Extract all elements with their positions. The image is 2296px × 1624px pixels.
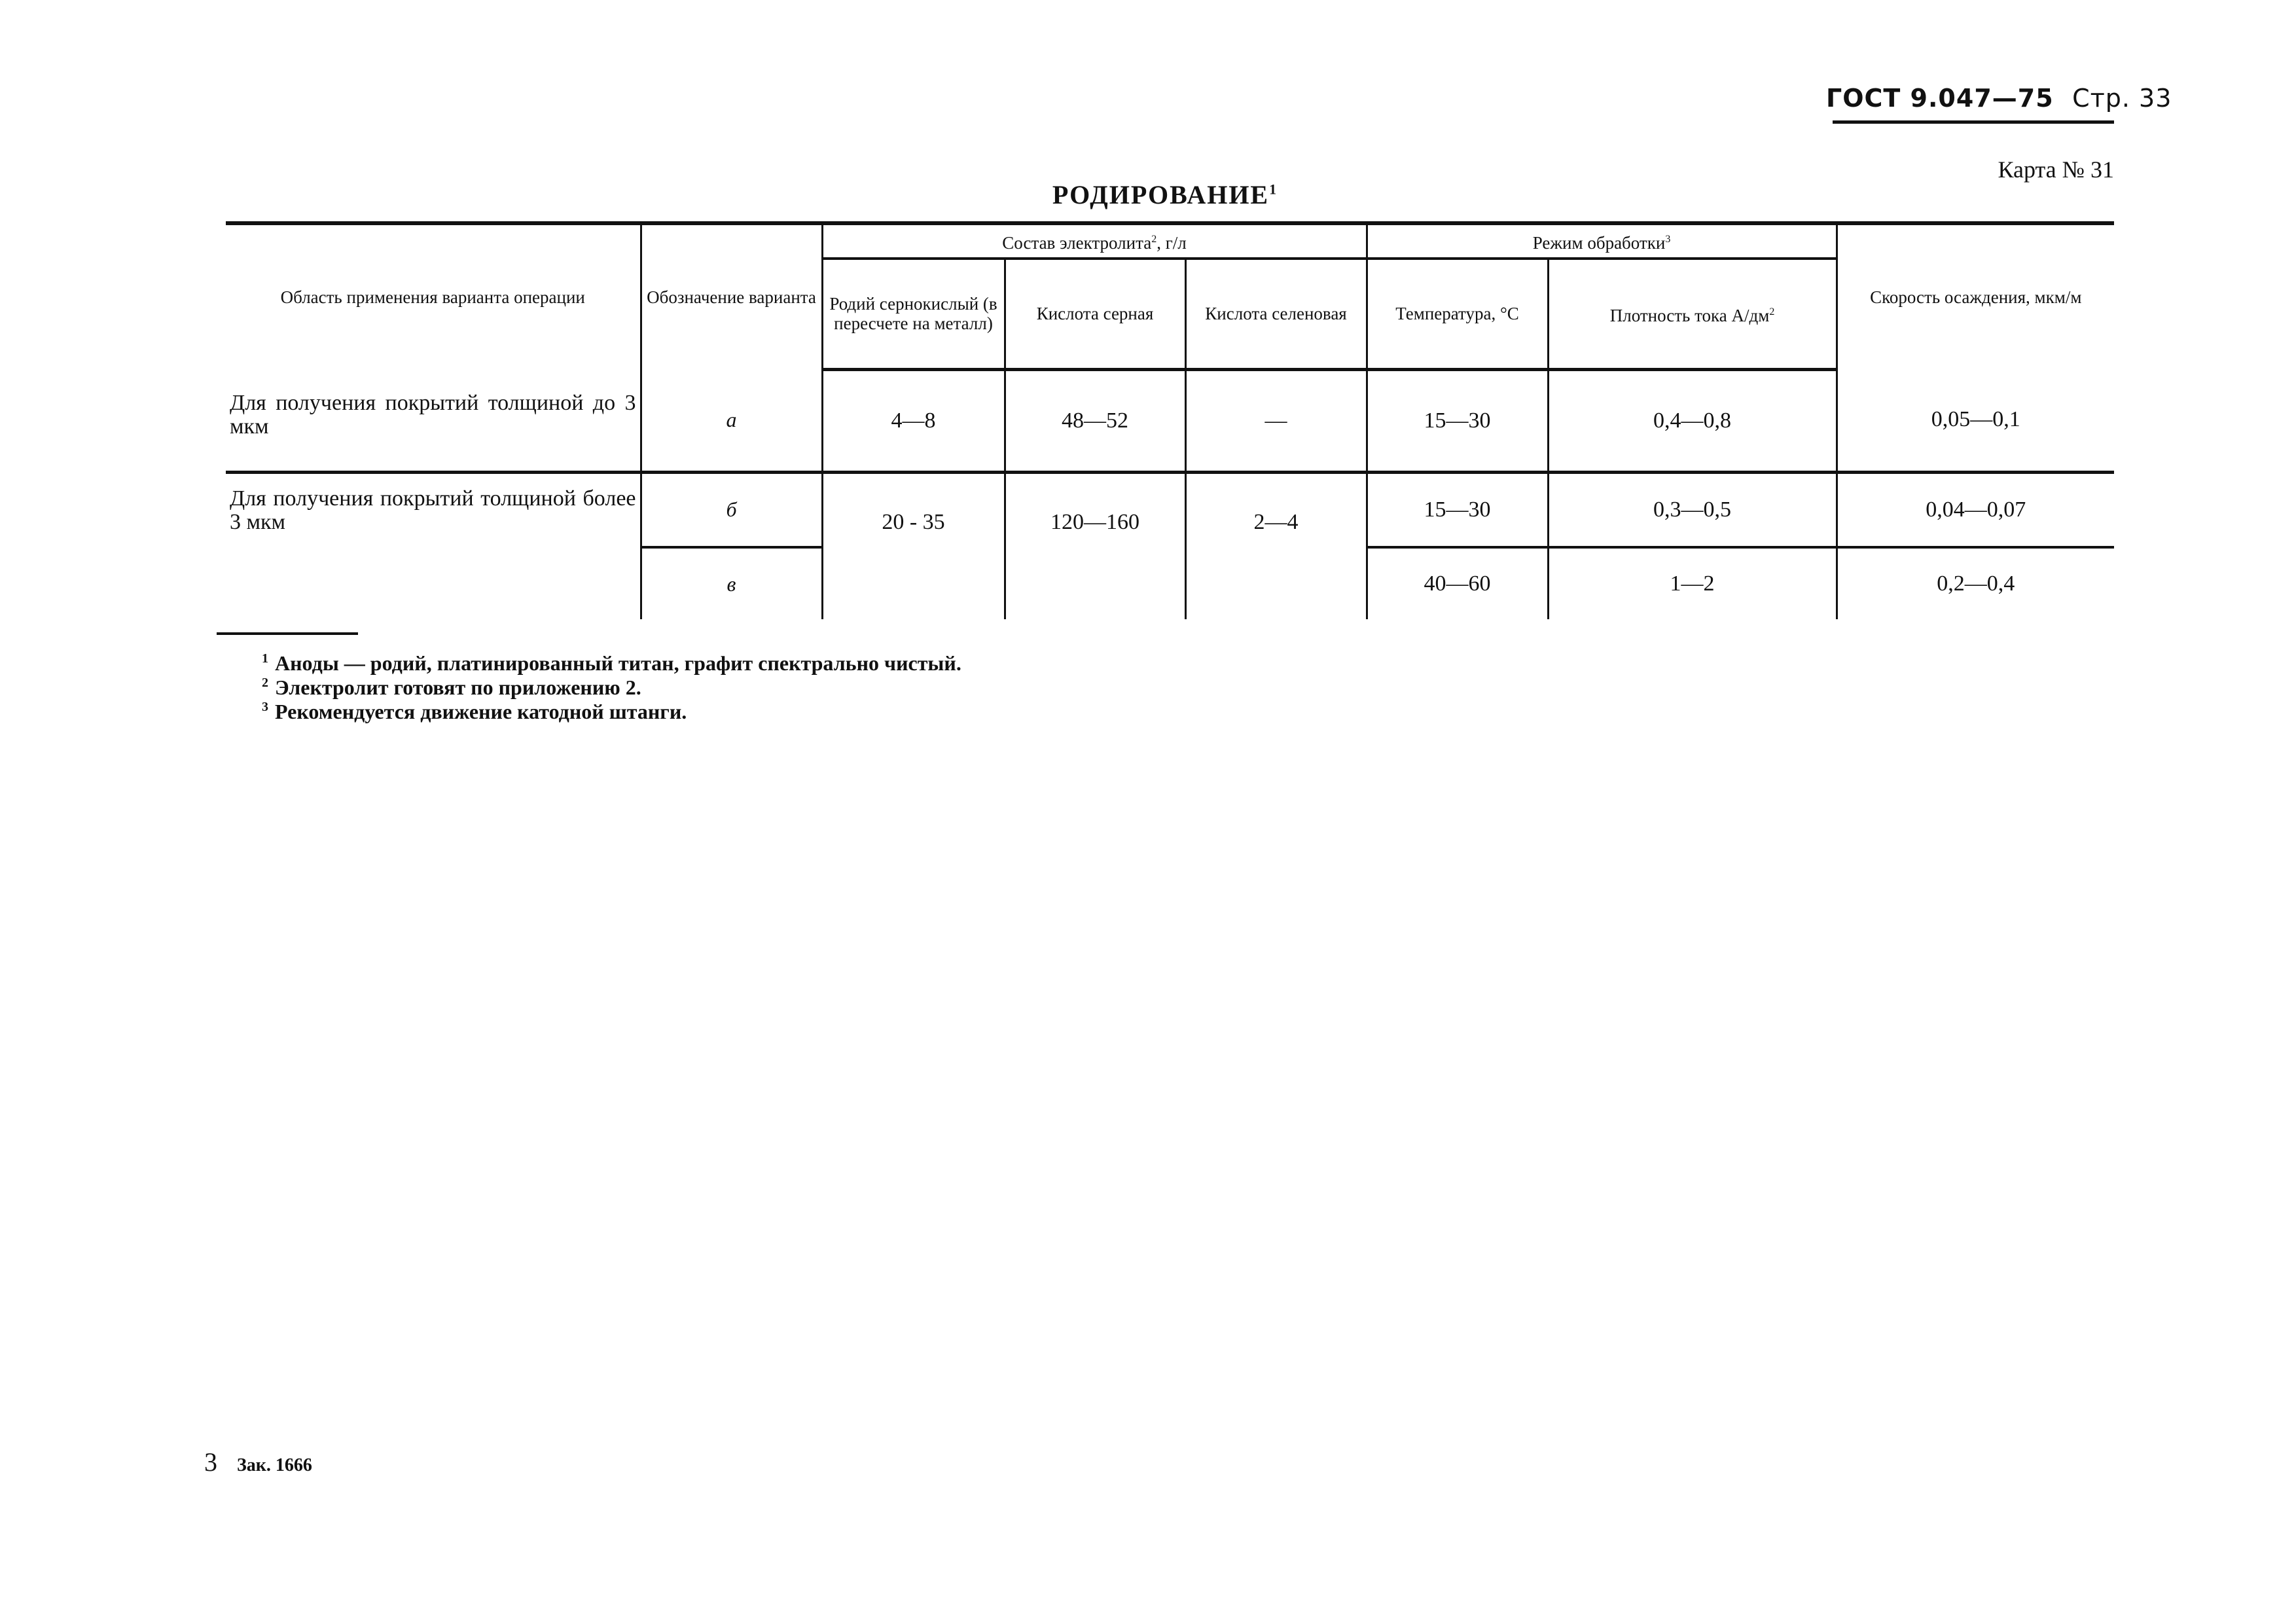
cell-area: Для получения покрытий толщиной более 3 … [226,472,642,619]
header-current: Плотность тока А/дм2 [1547,259,1837,371]
footnote: 2 Электролит готовят по приложению 2. [262,676,641,699]
header-mode: Режим обработки3 [1365,221,1838,260]
header-selenic: Кислота селеновая [1184,259,1368,371]
cell-current: 1—2 [1547,547,1838,619]
page-number: Стр. 33 [2072,84,2172,113]
cell-area: Для получения покрытий толщиной до 3 мкм [226,369,642,474]
footnote: 3 Рекомендуется движение катодной штанги. [262,700,687,723]
cell-sulfuric: 120—160 [1003,472,1187,619]
cell-rhodium: 4—8 [821,369,1006,474]
header-variant: Обозначение варианта [639,221,823,369]
cell-rate: 0,05—0,1 [1835,369,2115,474]
cell-temperature: 15—30 [1365,472,1549,549]
cell-temperature: 40—60 [1365,547,1549,619]
table-row: Для получения покрытий толщиной более 3 … [226,472,2115,619]
footnote: 1 Аноды — родий, платинированный титан, г… [262,651,961,675]
header-temperature: Температура, °С [1365,259,1549,371]
sheet-number: 3 [204,1447,217,1477]
header-rhodium: Родий сернокислый (в пересчете на металл… [822,259,1006,371]
page-title: РОДИРОВАНИЕ1 [916,179,1414,210]
footnote-rule [217,632,358,635]
header-electrolyte: Состав электролита2, г/л [821,221,1368,260]
cell-selenic: 2—4 [1184,472,1368,619]
cell-rate: 0,04—0,07 [1835,472,2115,549]
page-header: ГОСТ 9.047—75 Стр. 33 [1826,84,2172,113]
process-table: Область применения варианта операции Обо… [226,221,2115,619]
cell-current: 0,3—0,5 [1547,472,1838,549]
title-text: РОДИРОВАНИЕ [1052,180,1270,209]
cell-selenic: — [1184,369,1368,474]
table-row: Для получения покрытий толщиной до 3 мкм… [226,369,2115,474]
cell-variant: а [639,369,823,474]
header-sulfuric: Кислота серная [1003,259,1187,371]
title-footnote-ref: 1 [1269,181,1278,198]
standard-number: ГОСТ 9.047—75 [1826,84,2054,113]
cell-rhodium: 20 - 35 [821,472,1006,619]
cell-rate: 0,2—0,4 [1835,547,2115,619]
header-rate: Скорость осаждения, мкм/м [1835,221,2115,369]
card-number: Карта № 31 [1998,156,2114,183]
cell-sulfuric: 48—52 [1003,369,1187,474]
table-row: в 40—60 1—2 0,2—0,4 [226,547,2115,619]
order-number: Зак. 1666 [237,1455,312,1475]
cell-variant: б [639,472,823,549]
cell-temperature: 15—30 [1365,369,1549,474]
header-area: Область применения варианта операции [226,221,642,369]
cell-variant: в [641,547,823,619]
cell-current: 0,4—0,8 [1547,369,1838,474]
page-footer: 3 Зак. 1666 [204,1447,312,1477]
header-rule [1833,120,2114,124]
